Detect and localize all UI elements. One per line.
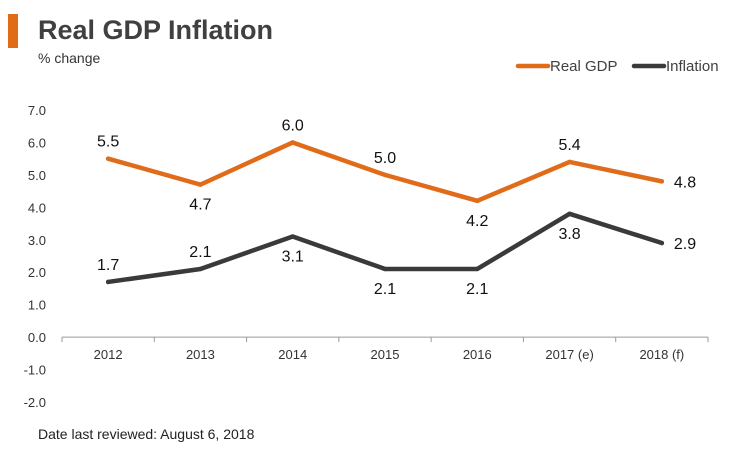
y-tick-label: 7.0	[28, 103, 46, 118]
data-label-real-gdp: 5.4	[558, 137, 580, 154]
x-tick-label: 2014	[278, 347, 307, 362]
x-tick-label: 2018 (f)	[639, 347, 684, 362]
data-label-inflation: 2.9	[674, 236, 696, 253]
y-tick-label: 3.0	[28, 233, 46, 248]
data-point-real-gdp	[659, 179, 665, 184]
data-point-inflation	[659, 240, 665, 246]
y-tick-label: 1.0	[28, 298, 46, 313]
data-point-real-gdp	[290, 140, 295, 145]
data-point-inflation	[567, 211, 572, 217]
data-label-inflation: 2.1	[189, 244, 211, 261]
x-tick-label: 2013	[186, 347, 215, 362]
y-tick-label: 6.0	[28, 135, 46, 150]
data-point-inflation	[382, 266, 388, 272]
data-label-inflation: 1.7	[97, 257, 119, 274]
chart-subtitle: % change	[38, 50, 101, 66]
data-label-real-gdp: 4.7	[189, 197, 211, 214]
x-tick-label: 2016	[463, 347, 492, 362]
y-tick-label: 0.0	[28, 330, 46, 345]
last-reviewed-note: Date last reviewed: August 6, 2018	[38, 426, 255, 442]
x-tick-label: 2017 (e)	[545, 347, 593, 362]
y-tick-label: 5.0	[28, 168, 46, 183]
data-label-real-gdp: 5.5	[97, 134, 119, 151]
y-tick-label: -2.0	[24, 395, 46, 410]
y-tick-label: 2.0	[28, 265, 46, 280]
data-point-real-gdp	[382, 172, 388, 178]
data-label-inflation: 2.1	[466, 281, 488, 298]
y-tick-label: 4.0	[28, 200, 46, 215]
data-point-real-gdp	[198, 182, 203, 187]
data-point-inflation	[105, 279, 111, 285]
data-point-inflation	[198, 266, 203, 272]
data-label-real-gdp: 5.0	[374, 150, 396, 167]
legend-label-real-gdp: Real GDP	[550, 58, 618, 75]
data-label-inflation: 2.1	[374, 281, 396, 298]
x-tick-label: 2015	[371, 347, 400, 362]
data-label-real-gdp: 4.8	[674, 174, 696, 191]
data-point-real-gdp	[475, 198, 480, 204]
data-label-inflation: 3.8	[558, 226, 580, 243]
chart-title: Real GDP Inflation	[38, 15, 274, 45]
data-point-real-gdp	[105, 156, 111, 161]
title-accent-bar	[8, 14, 18, 48]
y-tick-label: -1.0	[24, 363, 46, 378]
data-label-real-gdp: 6.0	[282, 117, 304, 134]
data-label-inflation: 3.1	[282, 249, 304, 266]
data-label-real-gdp: 4.2	[466, 213, 488, 230]
data-point-real-gdp	[567, 159, 572, 165]
legend-label-inflation: Inflation	[666, 58, 719, 75]
data-point-inflation	[290, 234, 295, 239]
data-point-inflation	[475, 266, 480, 272]
x-tick-label: 2012	[94, 347, 123, 362]
